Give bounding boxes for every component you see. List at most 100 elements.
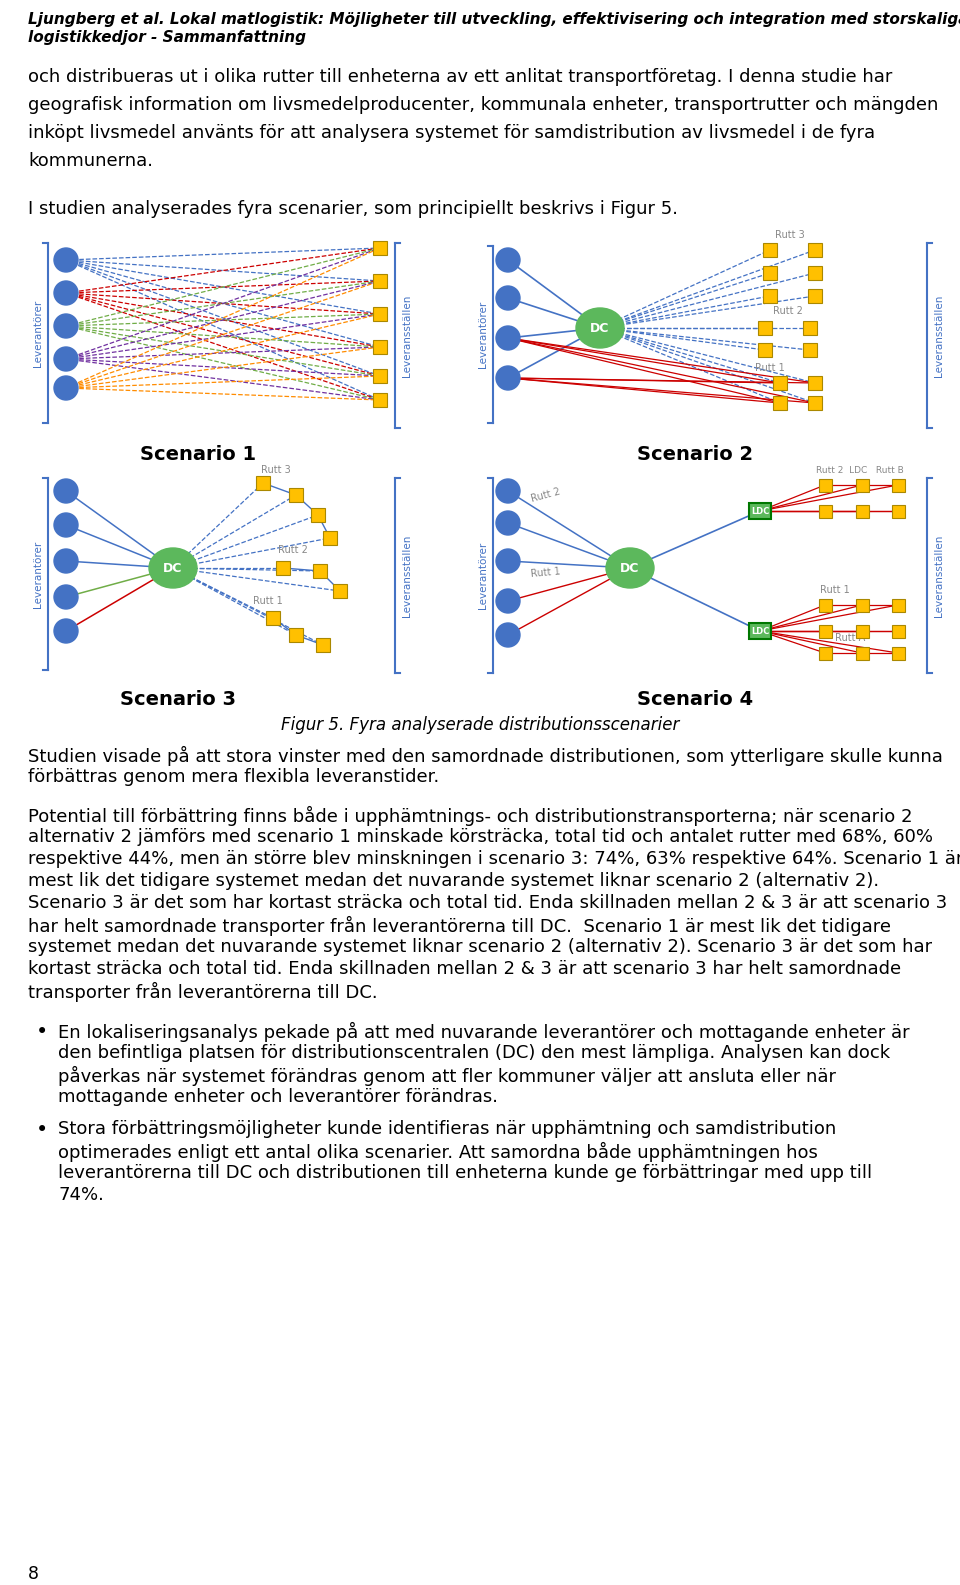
Text: påverkas när systemet förändras genom att fler kommuner väljer att ansluta eller: påverkas när systemet förändras genom at… (58, 1067, 836, 1086)
Text: geografisk information om livsmedelproducenter, kommunala enheter, transportrutt: geografisk information om livsmedelprodu… (28, 97, 938, 114)
Text: Leverantörer: Leverantörer (33, 300, 43, 366)
Text: DC: DC (590, 322, 610, 334)
Text: I studien analyserades fyra scenarier, som principiellt beskrivs i Figur 5.: I studien analyserades fyra scenarier, s… (28, 200, 678, 219)
Text: 8: 8 (28, 1564, 39, 1583)
FancyBboxPatch shape (892, 624, 904, 637)
Circle shape (54, 548, 78, 574)
FancyBboxPatch shape (892, 504, 904, 517)
Text: mottagande enheter och leverantörer förändras.: mottagande enheter och leverantörer förä… (58, 1087, 498, 1106)
FancyBboxPatch shape (758, 342, 772, 357)
FancyBboxPatch shape (373, 341, 387, 353)
Text: LDC: LDC (751, 626, 769, 636)
Text: kommunerna.: kommunerna. (28, 152, 153, 170)
Circle shape (54, 479, 78, 502)
FancyBboxPatch shape (819, 599, 831, 612)
Text: Rutt 3: Rutt 3 (261, 464, 291, 476)
Text: Rutt 2: Rutt 2 (278, 545, 308, 555)
Text: Studien visade på att stora vinster med den samordnade distributionen, som ytter: Studien visade på att stora vinster med … (28, 747, 943, 766)
Text: Leverantörer: Leverantörer (478, 301, 488, 368)
Text: inköpt livsmedel använts för att analysera systemet för samdistribution av livsm: inköpt livsmedel använts för att analyse… (28, 124, 876, 143)
Circle shape (54, 281, 78, 304)
FancyBboxPatch shape (323, 531, 337, 545)
FancyBboxPatch shape (808, 288, 822, 303)
Text: Rutt 1: Rutt 1 (253, 596, 283, 605)
FancyBboxPatch shape (819, 504, 831, 517)
Ellipse shape (606, 548, 654, 588)
FancyBboxPatch shape (819, 624, 831, 637)
Circle shape (496, 479, 520, 502)
FancyBboxPatch shape (763, 243, 777, 257)
Text: respektive 44%, men än större blev minskningen i scenario 3: 74%, 63% respektive: respektive 44%, men än större blev minsk… (28, 850, 960, 869)
Text: Scenario 3: Scenario 3 (120, 689, 236, 708)
Circle shape (54, 620, 78, 644)
Text: och distribueras ut i olika rutter till enheterna av ett anlitat transportföreta: och distribueras ut i olika rutter till … (28, 68, 893, 86)
Text: Ljungberg et al. Lokal matlogistik: Möjligheter till utveckling, effektivisering: Ljungberg et al. Lokal matlogistik: Möjl… (28, 13, 960, 27)
FancyBboxPatch shape (311, 509, 325, 521)
Circle shape (54, 585, 78, 609)
FancyBboxPatch shape (763, 288, 777, 303)
Text: förbättras genom mera flexibla leveranstider.: förbättras genom mera flexibla leveranst… (28, 769, 440, 786)
FancyBboxPatch shape (373, 393, 387, 407)
Circle shape (496, 510, 520, 536)
Circle shape (54, 314, 78, 338)
Text: Potential till förbättring finns både i upphämtnings- och distributionstransport: Potential till förbättring finns både i … (28, 807, 913, 826)
Circle shape (496, 366, 520, 390)
FancyBboxPatch shape (749, 502, 771, 518)
FancyBboxPatch shape (749, 623, 771, 639)
Text: Rutt 2: Rutt 2 (530, 487, 562, 504)
Text: Leverantörer: Leverantörer (33, 540, 43, 607)
FancyBboxPatch shape (333, 583, 347, 598)
FancyBboxPatch shape (773, 396, 787, 411)
FancyBboxPatch shape (373, 307, 387, 322)
Circle shape (496, 247, 520, 273)
FancyBboxPatch shape (373, 274, 387, 288)
Text: Rutt 1: Rutt 1 (820, 585, 850, 594)
FancyBboxPatch shape (808, 266, 822, 281)
Text: En lokaliseringsanalys pekade på att med nuvarande leverantörer och mottagande e: En lokaliseringsanalys pekade på att med… (58, 1022, 910, 1041)
FancyBboxPatch shape (808, 376, 822, 390)
Text: •: • (36, 1121, 48, 1140)
Circle shape (496, 327, 520, 350)
Text: transporter från leverantörerna till DC.: transporter från leverantörerna till DC. (28, 983, 377, 1002)
FancyBboxPatch shape (803, 322, 817, 334)
Text: •: • (36, 1022, 48, 1041)
FancyBboxPatch shape (855, 647, 869, 659)
Circle shape (54, 347, 78, 371)
FancyBboxPatch shape (892, 599, 904, 612)
Ellipse shape (576, 307, 624, 349)
FancyBboxPatch shape (773, 376, 787, 390)
Circle shape (496, 548, 520, 574)
Text: optimerades enligt ett antal olika scenarier. Att samordna både upphämtningen ho: optimerades enligt ett antal olika scena… (58, 1143, 818, 1162)
Text: Leveransställen: Leveransställen (934, 295, 944, 377)
Text: Rutt A: Rutt A (835, 632, 865, 644)
Text: den befintliga platsen för distributionscentralen (DC) den mest lämpliga. Analys: den befintliga platsen för distributions… (58, 1045, 890, 1062)
Ellipse shape (149, 548, 197, 588)
Text: Scenario 1: Scenario 1 (140, 445, 256, 464)
Text: Leveransställen: Leveransställen (934, 534, 944, 617)
Text: Leveransställen: Leveransställen (402, 295, 412, 377)
Text: Rutt 1: Rutt 1 (756, 363, 785, 372)
Circle shape (54, 514, 78, 537)
Text: alternativ 2 jämförs med scenario 1 minskade körsträcka, total tid och antalet r: alternativ 2 jämförs med scenario 1 mins… (28, 827, 933, 846)
FancyBboxPatch shape (276, 561, 290, 575)
Text: Leveransställen: Leveransställen (402, 534, 412, 617)
FancyBboxPatch shape (373, 241, 387, 255)
Circle shape (496, 623, 520, 647)
Text: leverantörerna till DC och distributionen till enheterna kunde ge förbättringar : leverantörerna till DC och distributione… (58, 1163, 872, 1182)
FancyBboxPatch shape (892, 479, 904, 491)
Text: Rutt 2  LDC   Rutt B: Rutt 2 LDC Rutt B (816, 466, 904, 475)
Text: systemet medan det nuvarande systemet liknar scenario 2 (alternativ 2). Scenario: systemet medan det nuvarande systemet li… (28, 938, 932, 956)
Text: Scenario 2: Scenario 2 (636, 445, 753, 464)
Text: Leverantörer: Leverantörer (478, 542, 488, 609)
FancyBboxPatch shape (819, 479, 831, 491)
Text: Figur 5. Fyra analyserade distributionsscenarier: Figur 5. Fyra analyserade distributionss… (281, 716, 679, 734)
FancyBboxPatch shape (316, 639, 330, 651)
FancyBboxPatch shape (758, 322, 772, 334)
FancyBboxPatch shape (266, 610, 280, 624)
FancyBboxPatch shape (855, 599, 869, 612)
Text: Stora förbättringsmöjligheter kunde identifieras när upphämtning och samdistribu: Stora förbättringsmöjligheter kunde iden… (58, 1121, 836, 1138)
Text: 74%.: 74%. (58, 1186, 104, 1205)
FancyBboxPatch shape (373, 369, 387, 384)
Text: Scenario 4: Scenario 4 (636, 689, 753, 708)
Text: har helt samordnade transporter från leverantörerna till DC.  Scenario 1 är mest: har helt samordnade transporter från lev… (28, 916, 891, 937)
